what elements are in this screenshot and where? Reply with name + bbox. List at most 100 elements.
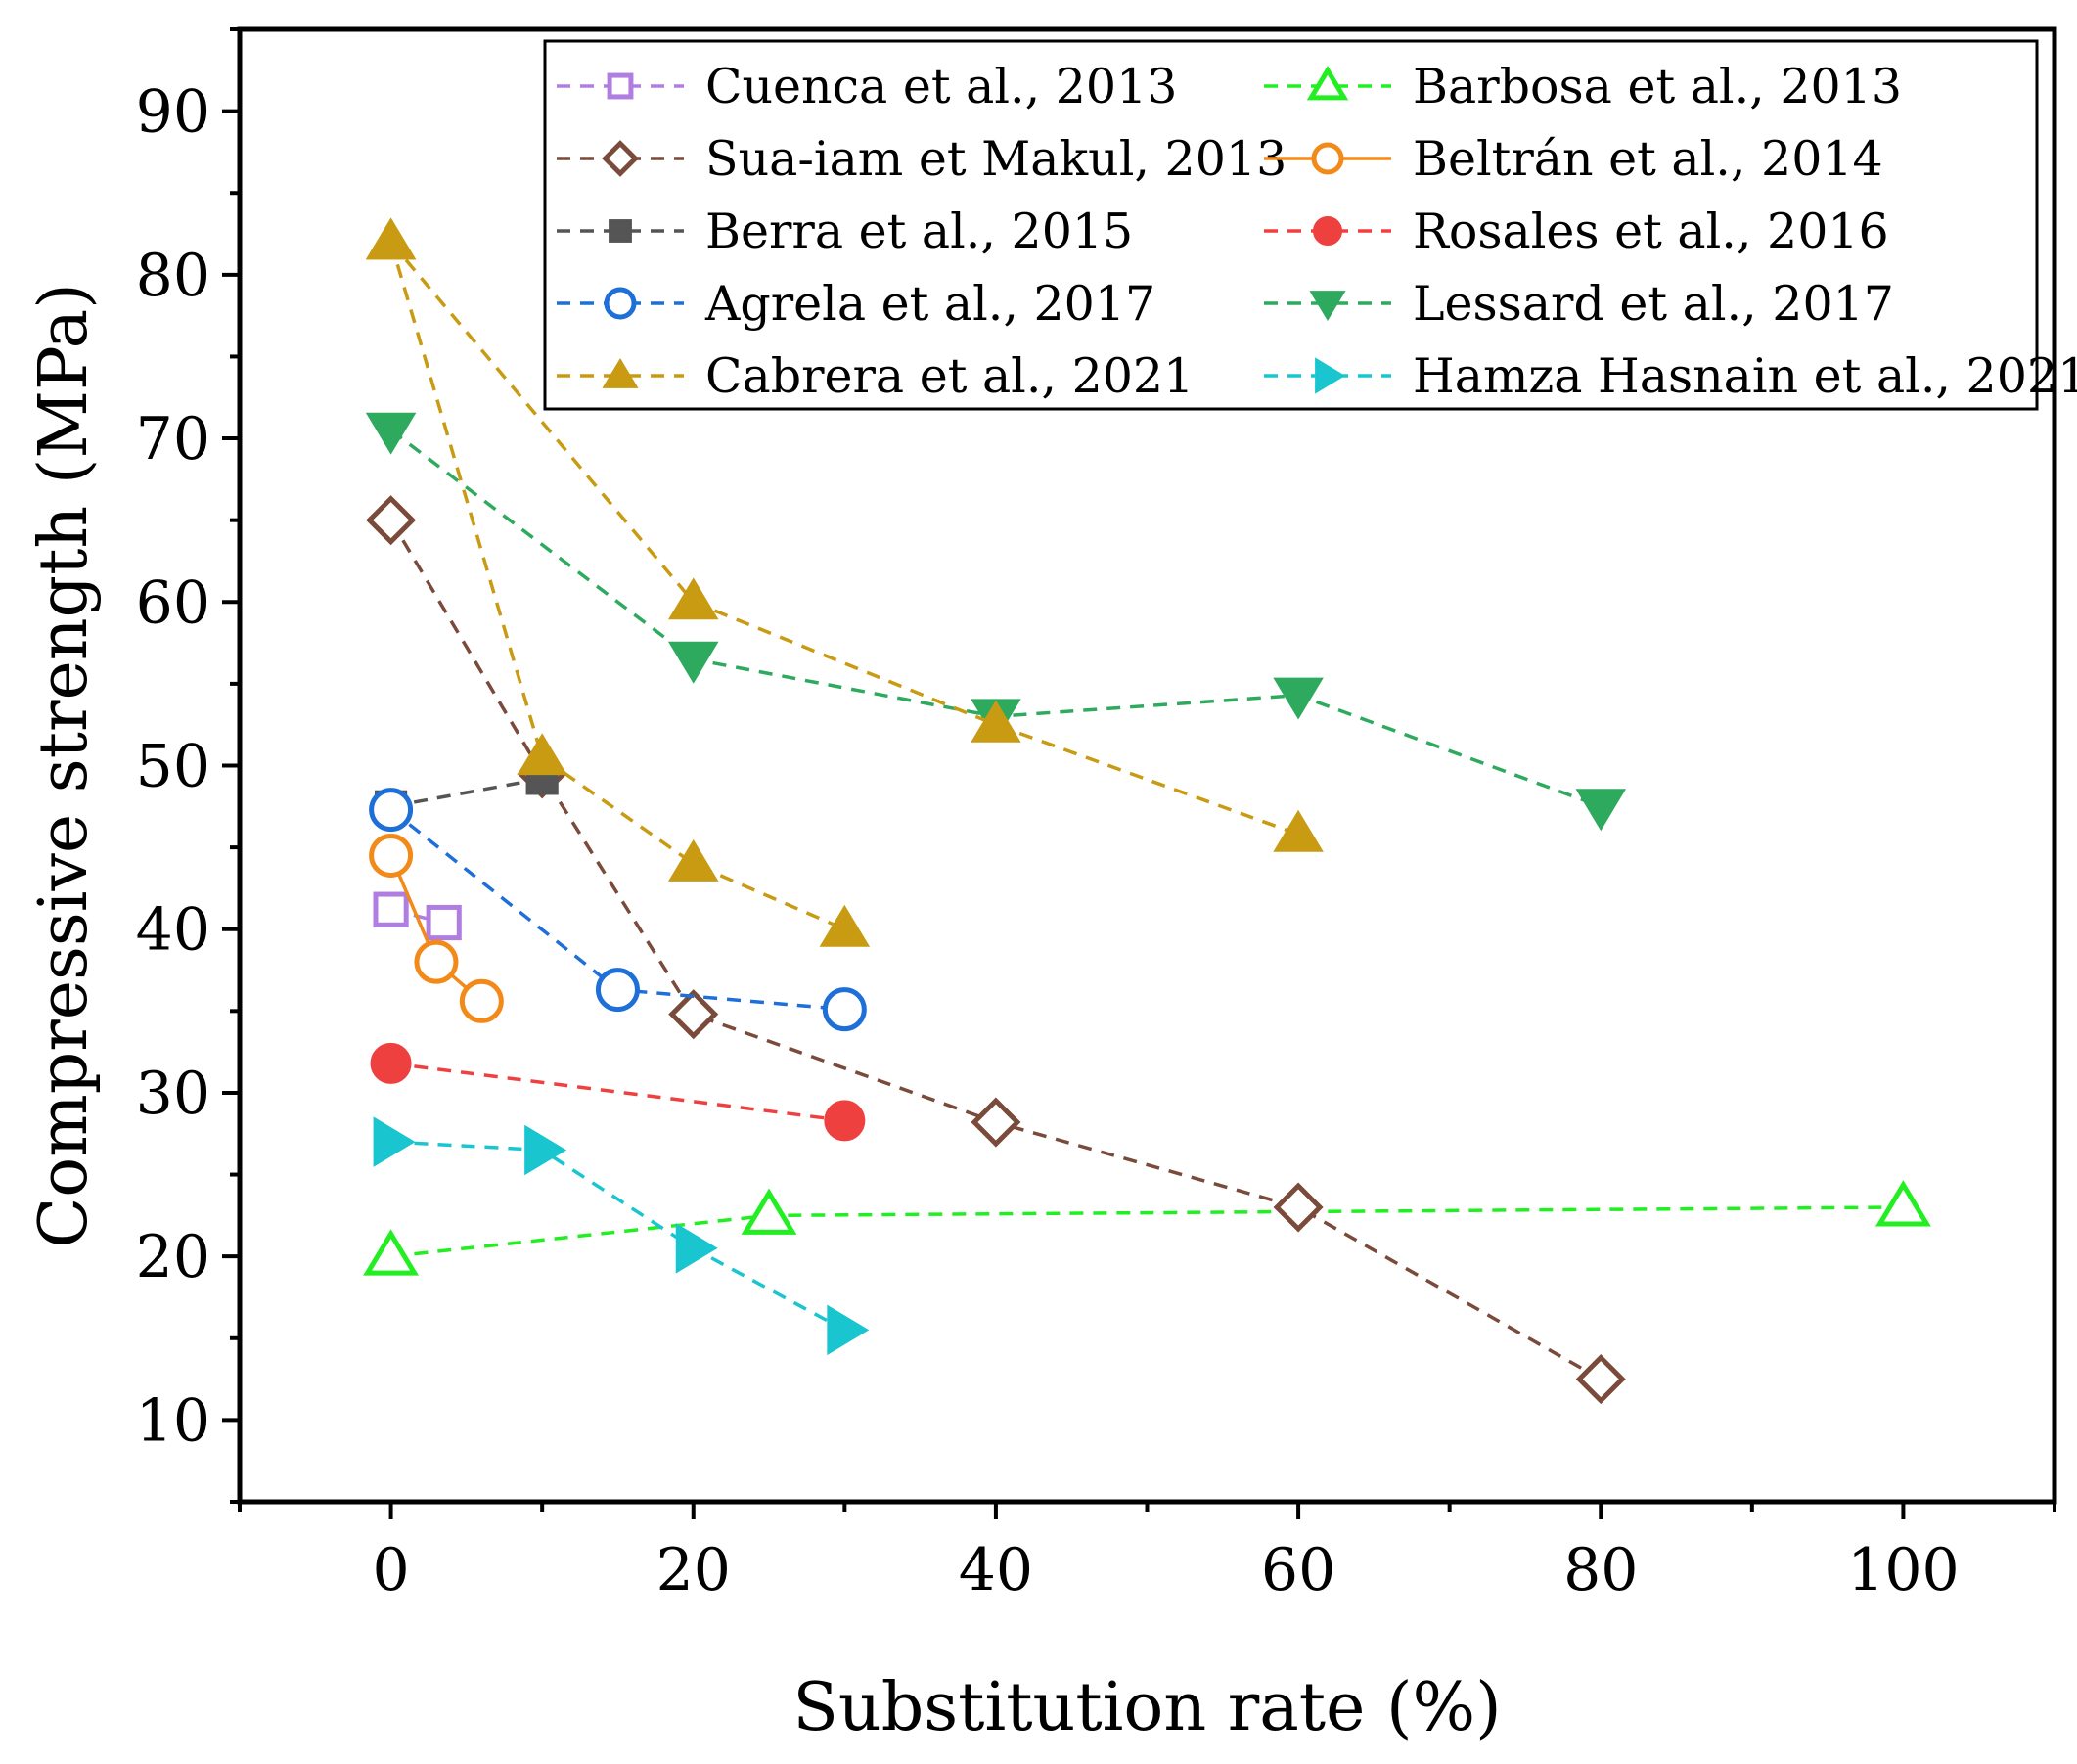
data-point [517, 733, 567, 776]
legend-label: Beltrán et al., 2014 [1413, 131, 1883, 187]
legend-item: Sua-iam et Makul, 2013 [557, 131, 1287, 187]
data-point [1875, 1180, 1931, 1227]
x-tick-label: 40 [959, 1536, 1033, 1605]
legend-label: Sua-iam et Makul, 2013 [705, 131, 1287, 187]
series-line [389, 241, 1299, 837]
data-point [971, 1097, 1021, 1148]
series-6 [369, 788, 867, 1032]
series-5 [370, 1042, 866, 1142]
legend-label: Rosales et al., 2016 [1413, 204, 1889, 259]
y-tick-label: 60 [136, 568, 210, 637]
data-point [369, 833, 414, 878]
y-tick-label: 10 [136, 1386, 210, 1455]
data-point [819, 904, 871, 947]
legend-item: Barbosa et al., 2013 [1264, 59, 1902, 114]
legend-label: Cabrera et al., 2021 [705, 348, 1194, 404]
series-line [389, 429, 1602, 808]
legend-item: Berra et al., 2015 [557, 204, 1133, 259]
y-tick-label: 50 [136, 733, 210, 801]
data-point [1273, 1182, 1324, 1233]
data-point [667, 577, 719, 620]
y-tick-label: 80 [136, 242, 210, 310]
x-tick-label: 60 [1261, 1536, 1335, 1605]
legend-marker [1309, 291, 1346, 322]
data-point [675, 1223, 718, 1274]
data-point [1575, 1354, 1626, 1405]
series-9 [365, 217, 871, 947]
axes-layer: 0 20 40 60 80 100 10 20 30 40 50 60 70 80 90 [136, 27, 2056, 1605]
data-point [1273, 809, 1324, 852]
legend-marker [1315, 357, 1346, 394]
data-point [365, 217, 417, 260]
legend-item: Cuenca et al., 2013 [557, 59, 1177, 114]
data-point [365, 412, 417, 455]
data-point [827, 1304, 870, 1356]
data-point [426, 904, 462, 941]
series-0 [373, 891, 462, 941]
legend-item: Hamza Hasnain et al., 2021 [1264, 348, 2077, 404]
data-point [373, 1116, 416, 1167]
series-line [389, 519, 1603, 1381]
data-point [414, 939, 459, 984]
legend-label: Agrela et al., 2017 [704, 276, 1155, 332]
legend-label: Cuenca et al., 2013 [705, 59, 1177, 114]
data-point [1575, 789, 1627, 832]
data-point [369, 788, 414, 833]
series-line [388, 241, 846, 931]
legend-item: Cabrera et al., 2021 [557, 348, 1194, 404]
data-point [824, 1100, 866, 1142]
data-point [595, 968, 640, 1013]
series-layer [363, 217, 1931, 1405]
data-point [971, 700, 1021, 743]
x-tick-label: 20 [656, 1536, 731, 1605]
series-line [390, 1062, 845, 1123]
y-tick-label: 90 [136, 78, 210, 147]
series-2 [366, 495, 1626, 1405]
data-point [459, 978, 504, 1023]
data-point [373, 891, 409, 927]
legend: Cuenca et al., 2013 Barbosa et al., 2013 S… [543, 39, 2077, 411]
legend-box [543, 39, 2039, 411]
series-line [390, 1140, 846, 1332]
legend-marker [1311, 142, 1344, 175]
y-tick-label: 20 [136, 1223, 210, 1291]
legend-marker [602, 140, 639, 177]
series-3 [369, 833, 504, 1023]
legend-item: Beltrán et al., 2014 [1264, 131, 1883, 187]
data-point [524, 1124, 567, 1176]
legend-marker [604, 287, 637, 320]
legend-marker [609, 219, 632, 243]
y-tick-label: 30 [136, 1060, 210, 1128]
legend-label: Hamza Hasnain et al., 2021 [1413, 348, 2077, 404]
legend-item: Lessard et al., 2017 [1264, 276, 1894, 332]
series-line [390, 1205, 1904, 1258]
data-point [1273, 677, 1324, 720]
data-point [822, 987, 867, 1032]
legend-marker [1306, 66, 1349, 101]
data-point [668, 989, 719, 1040]
x-tick-label: 100 [1847, 1536, 1960, 1605]
data-point [366, 495, 417, 546]
x-tick-label: 0 [372, 1536, 409, 1605]
y-axis-title: Compressive strength (MPa) [25, 283, 103, 1248]
data-point [370, 1042, 412, 1084]
series-line [390, 777, 543, 809]
data-point [667, 838, 719, 882]
legend-label: Berra et al., 2015 [705, 204, 1133, 259]
x-axis-title: Substitution rate (%) [792, 1669, 1501, 1746]
data-point [667, 641, 719, 684]
x-tick-label: 80 [1563, 1536, 1638, 1605]
legend-label: Barbosa et al., 2013 [1413, 59, 1902, 114]
legend-label: Lessard et al., 2017 [1413, 276, 1894, 332]
legend-item: Agrela et al., 2017 [557, 276, 1155, 332]
y-tick-label: 70 [136, 405, 210, 474]
series-1 [363, 1180, 1931, 1276]
legend-marker [1313, 216, 1342, 246]
data-point [363, 1229, 419, 1276]
legend-marker [602, 357, 639, 388]
data-point [741, 1188, 797, 1235]
y-tick-label: 40 [136, 896, 210, 965]
series-10 [373, 1116, 870, 1356]
